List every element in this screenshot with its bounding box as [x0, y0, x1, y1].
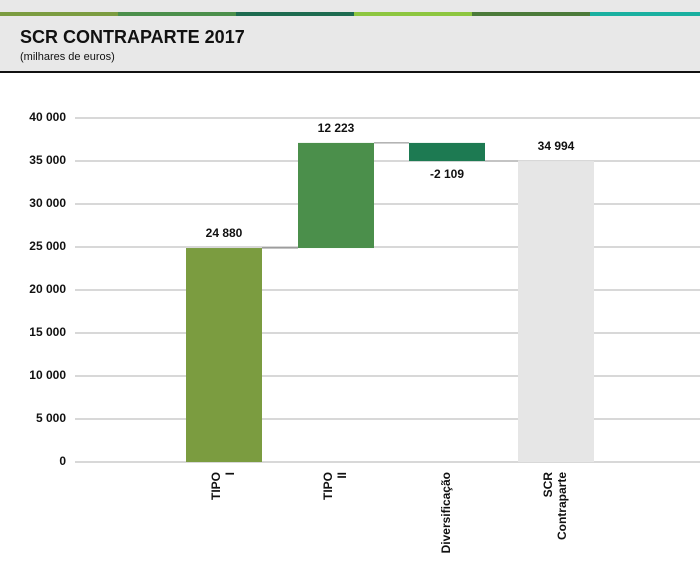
x-tick-label-line: TIPO [321, 472, 335, 500]
bar [518, 161, 594, 462]
y-tick-label: 25 000 [29, 239, 66, 253]
stripe [590, 12, 700, 16]
y-tick-label: 15 000 [29, 325, 66, 339]
x-tick-label: SCRContraparte [541, 472, 569, 540]
y-tick-label: 40 000 [29, 110, 66, 124]
x-tick-label: TIPOII [321, 472, 349, 500]
data-label: 34 994 [538, 139, 575, 153]
y-tick-label: 10 000 [29, 368, 66, 382]
x-tick-label-line: TIPO [209, 472, 223, 500]
stripe [354, 12, 472, 16]
bar [298, 142, 374, 249]
data-label: -2 109 [430, 167, 464, 181]
chart-subtitle: (milhares de euros) [20, 51, 115, 63]
x-tick-label: Diversificação [439, 472, 453, 553]
y-tick-label: 35 000 [29, 153, 66, 167]
x-tick-label-line: SCR [541, 472, 555, 498]
bar [409, 142, 485, 162]
stripe [0, 12, 118, 16]
x-tick-label-line: Contraparte [555, 472, 569, 540]
x-tick-label-line: I [223, 472, 237, 475]
data-label: 24 880 [206, 226, 243, 240]
chart-title: SCR CONTRAPARTE 2017 [20, 27, 245, 47]
y-tick-label: 20 000 [29, 282, 66, 296]
stripe [118, 12, 236, 16]
y-tick-label: 30 000 [29, 196, 66, 210]
bar [186, 248, 262, 462]
stripe [472, 12, 590, 16]
y-tick-label: 0 [59, 454, 66, 468]
x-tick-label: TIPOI [209, 472, 237, 500]
y-tick-label: 5 000 [36, 411, 66, 425]
data-label: 12 223 [318, 121, 355, 135]
stripe [236, 12, 354, 16]
x-tick-label-line: II [335, 472, 349, 479]
